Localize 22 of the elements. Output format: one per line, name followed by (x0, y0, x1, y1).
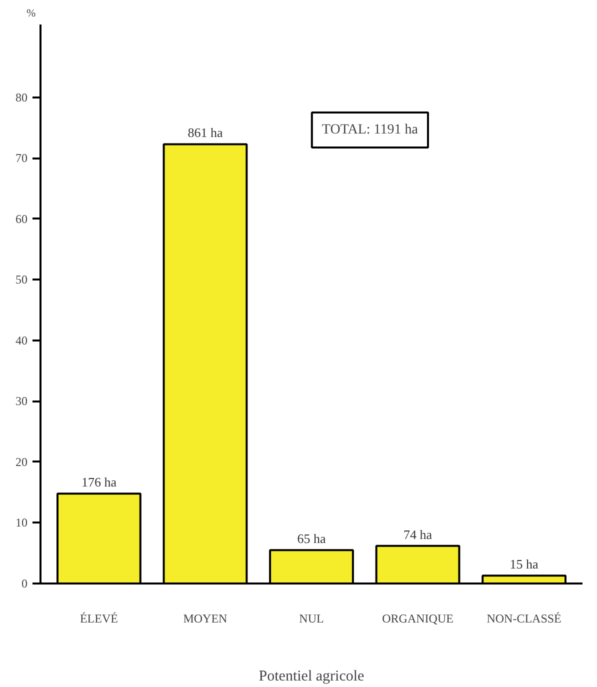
y-tick-label: 50 (16, 272, 28, 287)
y-tick-label: 70 (16, 151, 28, 166)
y-tick-label: 10 (16, 516, 28, 530)
annotation: 15 ha (510, 556, 539, 572)
annotation: 65 ha (297, 531, 326, 546)
y-axis-title: % (26, 8, 36, 20)
x-tick-label: ORGANIQUE (382, 612, 454, 626)
annotation: TOTAL: 1191 ha (322, 122, 419, 138)
x-tick-label: ÉLEVÉ (80, 612, 118, 626)
y-tick-label: 20 (16, 454, 28, 469)
y-tick-label: 0 (22, 576, 28, 590)
x-tick-label: NON-CLASSÉ (486, 612, 562, 626)
y-tick-label: 60 (16, 212, 28, 226)
x-tick-label: MOYEN (183, 612, 228, 626)
annotation: 176 ha (81, 474, 117, 490)
y-tick-label: 30 (16, 394, 28, 408)
y-tick-label: 80 (16, 90, 28, 104)
annotation: 74 ha (404, 526, 432, 542)
annotation: 861 ha (188, 125, 223, 140)
x-axis-title: Potentiel agricole (258, 668, 365, 684)
x-tick-label: NUL (299, 612, 324, 626)
y-tick-label: 40 (16, 333, 28, 348)
